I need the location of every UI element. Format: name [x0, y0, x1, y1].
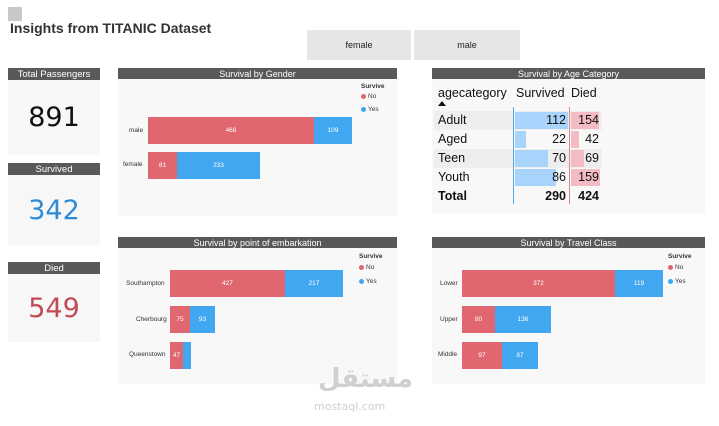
age-row-died: 69	[585, 151, 599, 165]
watermark-logo: مستقل	[318, 364, 414, 394]
died-value: 549	[8, 274, 100, 342]
embark-legend-no[interactable]: No	[359, 264, 374, 271]
slicer-option-male[interactable]: male	[414, 30, 520, 60]
class-bar-no[interactable]: 97	[462, 342, 502, 369]
legend-no-dot-icon	[359, 265, 364, 270]
age-row-survived: 112	[546, 113, 566, 127]
age-died-databar	[571, 169, 600, 186]
age-row-survived: 22	[552, 132, 566, 146]
legend-yes-dot-icon	[361, 107, 366, 112]
died-title: Died	[8, 262, 100, 274]
age-table-title: Survival by Age Category	[432, 68, 705, 79]
gender-legend-no[interactable]: No	[361, 93, 376, 100]
class-chart-title: Survival by Travel Class	[432, 237, 705, 248]
total-passengers-value: 891	[8, 80, 100, 155]
total-passengers-title: Total Passengers	[8, 68, 100, 80]
age-survived-databar	[515, 150, 548, 167]
legend-no-dot-icon	[668, 265, 673, 270]
gender-bar-yes[interactable]: 109	[314, 117, 352, 144]
gender-legend-yes[interactable]: Yes	[361, 106, 379, 113]
class-legend-yes[interactable]: Yes	[668, 278, 686, 285]
legend-yes-dot-icon	[668, 279, 673, 284]
embark-row-label: Queenstown	[129, 351, 166, 358]
age-row-died: 42	[585, 132, 599, 146]
gender-chart-title: Survival by Gender	[118, 68, 397, 79]
gender-row-label: male	[129, 127, 144, 134]
class-bar-no[interactable]: 80	[462, 306, 495, 333]
class-legend-no[interactable]: No	[668, 264, 683, 271]
age-died-databar	[571, 131, 579, 148]
age-died-databar	[571, 150, 584, 167]
gender-bar-no[interactable]: 468	[148, 117, 314, 144]
age-row-survived: 86	[552, 170, 566, 184]
embark-row-label: Southampton	[126, 280, 165, 287]
gender-row-label: female	[123, 161, 143, 168]
class-row-label: Middle	[438, 351, 458, 358]
age-row-died: 159	[578, 170, 599, 184]
age-col-header-survived[interactable]: Survived	[516, 86, 565, 100]
survived-title: Survived	[8, 163, 100, 175]
age-row-label: Aged	[438, 132, 468, 146]
age-col-header-died[interactable]: Died	[571, 86, 597, 100]
class-row-label: Lower	[440, 280, 458, 287]
gender-bar-yes[interactable]: 233	[177, 152, 260, 179]
age-row-survived: 70	[552, 151, 566, 165]
embark-legend-title: Survive	[359, 253, 383, 260]
gender-legend-title: Survive	[361, 83, 385, 90]
age-survived-databar	[515, 169, 556, 186]
class-bar-yes[interactable]: 119	[615, 270, 663, 297]
age-total-died: 424	[578, 189, 599, 203]
class-bar-yes[interactable]: 136	[495, 306, 551, 333]
column-divider	[513, 107, 514, 204]
class-bar-yes[interactable]: 87	[502, 342, 538, 369]
age-row-label: Adult	[438, 113, 467, 127]
gender-bar-no[interactable]: 81	[148, 152, 177, 179]
embark-bar-yes[interactable]	[183, 342, 191, 369]
embark-legend-yes[interactable]: Yes	[359, 278, 377, 285]
age-row-label: Teen	[438, 151, 466, 165]
legend-no-dot-icon	[361, 94, 366, 99]
age-died-databar	[571, 112, 599, 129]
embark-bar-no[interactable]: 47	[170, 342, 183, 369]
class-bar-no[interactable]: 372	[462, 270, 615, 297]
age-total-label: Total	[438, 189, 467, 203]
embark-bar-no[interactable]: 427	[170, 270, 285, 297]
survived-value: 342	[8, 175, 100, 245]
column-divider	[569, 107, 570, 204]
embark-bar-yes[interactable]: 93	[190, 306, 215, 333]
legend-yes-dot-icon	[359, 279, 364, 284]
report-logo	[8, 7, 22, 21]
sort-ascending-icon[interactable]	[438, 101, 446, 106]
embark-bar-no[interactable]: 75	[170, 306, 190, 333]
watermark-url: mostaql.com	[314, 400, 386, 413]
class-legend-title: Survive	[668, 253, 692, 260]
embark-bar-yes[interactable]: 217	[285, 270, 343, 297]
class-row-label: Upper	[440, 316, 458, 323]
slicer-option-female[interactable]: female	[307, 30, 411, 60]
embark-chart-title: Survival by point of embarkation	[118, 237, 397, 248]
age-row-died: 154	[578, 113, 599, 127]
age-col-header-category[interactable]: agecategory	[438, 86, 507, 100]
age-survived-databar	[515, 131, 526, 148]
age-survived-databar	[515, 112, 568, 129]
embark-chart-panel: Survival by point of embarkation	[118, 237, 397, 384]
age-row-label: Youth	[438, 170, 470, 184]
embark-row-label: Cherbourg	[136, 316, 167, 323]
page-title: Insights from TITANIC Dataset	[10, 20, 212, 36]
age-total-survived: 290	[545, 189, 566, 203]
